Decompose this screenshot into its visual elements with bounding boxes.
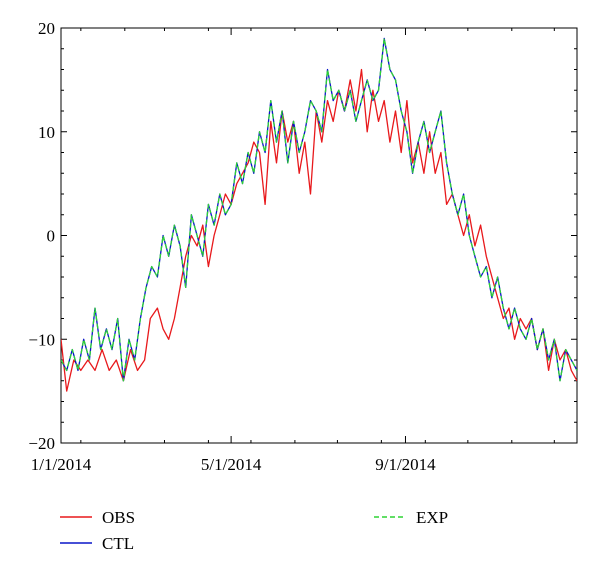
legend-label-obs: OBS [102, 508, 135, 527]
x-tick-label: 5/1/2014 [201, 455, 262, 474]
x-tick-label: 9/1/2014 [375, 455, 436, 474]
y-tick-label: 10 [38, 123, 55, 142]
y-tick-label: 0 [47, 227, 56, 246]
y-tick-label: 20 [38, 19, 55, 38]
x-tick-label: 1/1/2014 [31, 455, 92, 474]
y-tick-label: −20 [28, 434, 55, 453]
legend-label-ctl: CTL [102, 534, 134, 553]
plot-area-frame [60, 27, 578, 444]
y-axis: −20 −10 0 10 20 [28, 19, 577, 453]
x-axis: 1/1/2014 5/1/2014 9/1/2014 [31, 28, 555, 474]
series-line-exp [61, 37, 577, 382]
legend-label-exp: EXP [416, 508, 448, 527]
legend: OBS CTL EXP [60, 508, 448, 553]
y-tick-label: −10 [28, 330, 55, 349]
series-line-obs [61, 68, 577, 392]
series-layer [61, 37, 577, 392]
